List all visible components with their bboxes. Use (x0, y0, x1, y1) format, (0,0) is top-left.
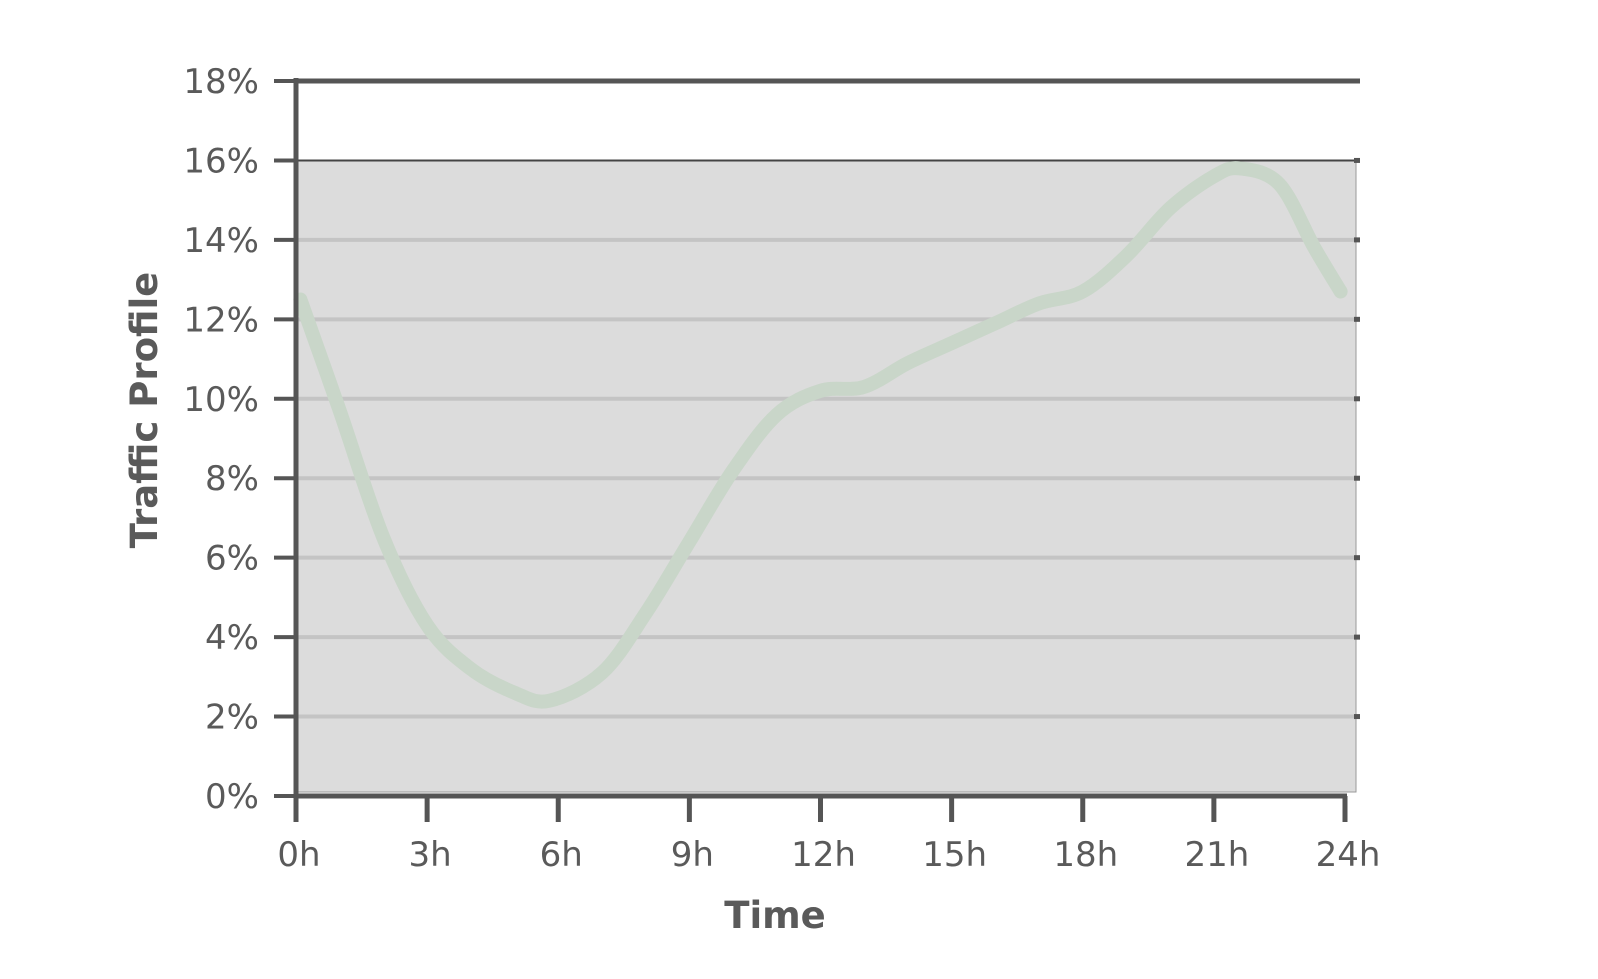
x-tick-label: 0h (277, 835, 320, 875)
series-line-0 (293, 161, 1348, 709)
x-tick-label: 21h (1184, 835, 1249, 875)
y-tick-label: 8% (205, 459, 259, 499)
y-tick-label: 16% (183, 141, 259, 181)
y-tick-labels: 0% 2% 4% 6% 8% 10% 12% 14% 16% 18% (183, 62, 259, 817)
y-axis-title: Traffic Profile (123, 272, 166, 548)
grid-layer (296, 159, 1360, 719)
x-tick-label: 6h (540, 835, 583, 875)
y-tick-label: 14% (183, 221, 259, 261)
x-tick-label: 3h (409, 835, 452, 875)
series-layer (293, 161, 1348, 709)
x-tick-label: 24h (1316, 835, 1381, 875)
y-tick-label: 6% (205, 539, 259, 579)
x-tick-label: 18h (1053, 835, 1118, 875)
x-tick-labels: 0h 3h 6h 9h 12h 15h 18h 21h 24h (277, 835, 1380, 875)
x-tick-label: 9h (671, 835, 714, 875)
x-tick-label: 12h (791, 835, 856, 875)
y-tick-label: 12% (183, 300, 259, 340)
y-tick-label: 18% (183, 62, 259, 102)
x-tick-label: 15h (922, 835, 987, 875)
axes-layer (274, 78, 1360, 822)
y-tick-label: 0% (205, 777, 259, 817)
x-axis-title: Time (724, 894, 826, 937)
y-tick-label: 2% (205, 698, 259, 738)
y-tick-label: 4% (205, 618, 259, 658)
y-tick-label: 10% (183, 380, 259, 420)
